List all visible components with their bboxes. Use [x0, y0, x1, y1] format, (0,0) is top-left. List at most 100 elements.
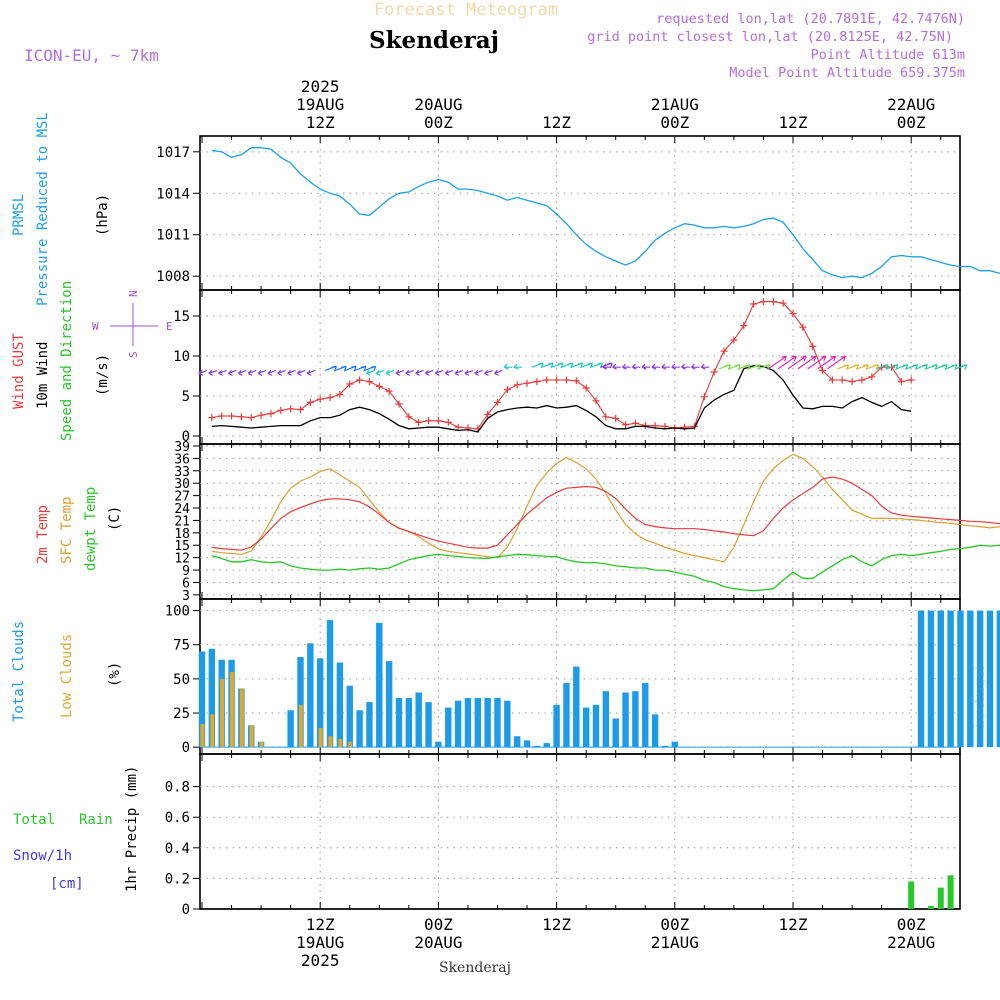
gust-marker: [592, 397, 600, 405]
gust-marker: [740, 322, 748, 330]
y-tick-label: 12: [174, 552, 190, 567]
time-label-top: 22AUG: [887, 95, 935, 114]
time-label-top: 12Z: [779, 113, 808, 132]
gust-marker: [710, 368, 718, 376]
total-cloud-bar: [573, 666, 580, 748]
gust-marker: [907, 376, 915, 384]
wind-arrow: [681, 363, 690, 370]
low-cloud-bar: [220, 678, 225, 748]
total-cloud-bar: [297, 657, 304, 748]
wind-arrow: [444, 369, 454, 376]
gust-marker: [425, 417, 433, 425]
y-tick-label: 0.2: [165, 871, 190, 887]
precip-unit: 1hr Precip (mm): [124, 766, 140, 892]
gust-marker: [297, 406, 304, 414]
low-cloud-bar: [249, 725, 254, 748]
forecast-title: Forecast Meteogram: [374, 0, 558, 20]
total-clouds-label: Total Clouds: [11, 621, 27, 722]
compass-e: E: [166, 320, 173, 333]
time-label-bottom: 19AUG: [296, 933, 344, 952]
low-cloud-bar: [348, 741, 353, 748]
wind-arrow: [896, 364, 909, 370]
wind-arrow: [198, 369, 208, 376]
wind-arrow: [886, 364, 899, 370]
y-tick-label: 6: [182, 576, 190, 591]
total-cloud-bar: [494, 697, 501, 748]
gust-marker: [257, 411, 265, 419]
y-tick-label: 5: [182, 389, 190, 405]
cloud-labels: Total Clouds Low Clouds (%): [11, 621, 123, 722]
total-cloud-bar: [504, 700, 511, 748]
wind-arrow: [494, 369, 503, 376]
time-label-top: 21AUG: [651, 95, 699, 114]
gust-marker: [405, 413, 413, 421]
wind-arrow: [324, 365, 337, 372]
y-tick-label: 33: [174, 465, 190, 480]
total-cloud-bar: [996, 610, 1000, 748]
time-label-bottom: 2025: [301, 951, 340, 970]
wind-arrow: [218, 369, 227, 376]
gust-marker: [336, 390, 344, 398]
gust-marker: [533, 378, 541, 386]
gust-marker: [277, 406, 285, 414]
gust-marker: [454, 423, 462, 431]
y-tick-label: 25: [173, 706, 190, 722]
requested-coords: requested lon,lat (20.7891E, 42.7476N): [656, 11, 965, 27]
gust-marker: [543, 376, 551, 384]
model-label: ICON-EU, ~ 7km: [24, 46, 159, 65]
wind-arrow: [817, 355, 837, 370]
precip-cm-label: [cm]: [50, 876, 84, 892]
y-tick-label: 15: [174, 539, 190, 554]
wind-arrow: [541, 362, 554, 369]
time-label-bottom: 00Z: [660, 915, 689, 934]
gust-marker: [897, 378, 905, 386]
wind-arrow: [612, 363, 621, 370]
model-altitude: Model Point Altitude 659.375m: [729, 65, 965, 81]
wind-10m-label: 10m Wind: [35, 342, 51, 409]
gust-marker: [365, 378, 373, 386]
total-cloud-bar: [326, 620, 334, 748]
wind-arrow: [935, 364, 948, 370]
pressure-unit: (hPa): [95, 194, 111, 236]
wind-gust-label: Wind GUST: [11, 333, 27, 409]
wind-arrow: [758, 364, 771, 370]
wind-arrow: [277, 369, 286, 376]
gust-marker: [247, 414, 255, 422]
low-cloud-bar: [210, 714, 215, 748]
compass-w: W: [92, 320, 99, 333]
wind-panel: [199, 289, 961, 445]
grid-layer: [200, 136, 960, 910]
gust-marker: [346, 380, 354, 388]
y-tick-label: 24: [174, 502, 190, 517]
pressure-labels: PRMSL Pressure Reduced to MSL (hPa): [11, 112, 111, 306]
wind-arrow: [581, 362, 594, 369]
y-tick-label: 50: [173, 672, 190, 688]
gust-marker: [750, 300, 758, 308]
temp-2m-line: [211, 476, 1000, 551]
temp-sfc-label: SFC Temp: [59, 497, 75, 564]
temperature-panel: [199, 443, 961, 600]
pressure-panel: [199, 135, 961, 291]
y-tick-label: 100: [165, 604, 190, 620]
location-title: Skenderaj: [369, 27, 499, 54]
y-tick-label: 10: [173, 349, 190, 365]
rain-bar: [937, 887, 944, 909]
wind-arrow: [866, 364, 879, 370]
gust-marker: [641, 422, 649, 430]
wind-arrow: [622, 363, 631, 370]
gust-marker: [759, 298, 767, 306]
total-cloud-bar: [543, 743, 550, 748]
time-label-top: 00Z: [424, 113, 453, 132]
low-cloud-bar: [298, 704, 303, 748]
time-label-top: 00Z: [660, 113, 689, 132]
gust-marker: [691, 422, 698, 430]
clouds-panel: [199, 598, 961, 755]
wind-arrow: [375, 369, 385, 376]
footer-location: Skenderaj: [439, 960, 511, 976]
gust-marker: [799, 323, 807, 331]
wind-arrow: [287, 369, 296, 376]
gust-marker: [494, 398, 501, 406]
gust-marker: [720, 347, 728, 355]
total-cloud-bar: [435, 741, 442, 748]
total-cloud-bar: [533, 745, 541, 748]
